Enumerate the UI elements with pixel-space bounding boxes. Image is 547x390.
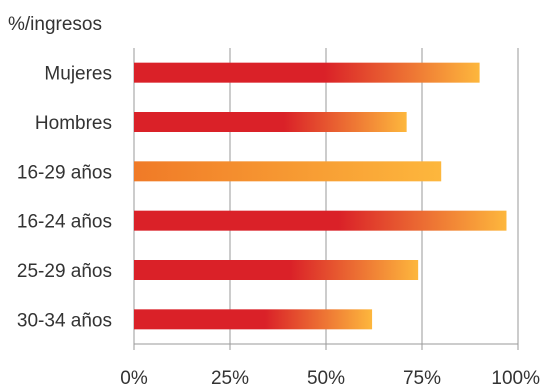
x-tick-label-0: 0% xyxy=(120,368,148,389)
category-label-4: 25-29 años xyxy=(17,261,112,282)
x-tick-label-1: 25% xyxy=(211,368,249,389)
category-label-2: 16-29 años xyxy=(17,162,112,183)
category-label-1: Hombres xyxy=(35,113,112,134)
bar-5 xyxy=(134,309,373,330)
x-tick-label-3: 75% xyxy=(403,368,441,389)
x-tick-labels: 0% 25% 50% 75% 100% xyxy=(120,368,540,389)
x-tick-label-4: 100% xyxy=(491,368,540,389)
gridlines xyxy=(133,48,519,350)
y-axis-title: %/ingresos xyxy=(8,14,102,35)
bar-2 xyxy=(134,161,442,182)
x-tick-label-2: 50% xyxy=(307,368,345,389)
bars xyxy=(134,62,507,330)
category-labels: Mujeres Hombres 16-29 años 16-24 años 25-29 … xyxy=(17,64,112,332)
category-label-3: 16-24 años xyxy=(17,212,112,233)
bar-4 xyxy=(134,260,419,280)
category-label-5: 30-34 años xyxy=(17,310,112,331)
bar-0 xyxy=(134,62,480,83)
bar-1 xyxy=(134,112,407,132)
bar-3 xyxy=(134,210,507,231)
category-label-0: Mujeres xyxy=(44,64,112,85)
